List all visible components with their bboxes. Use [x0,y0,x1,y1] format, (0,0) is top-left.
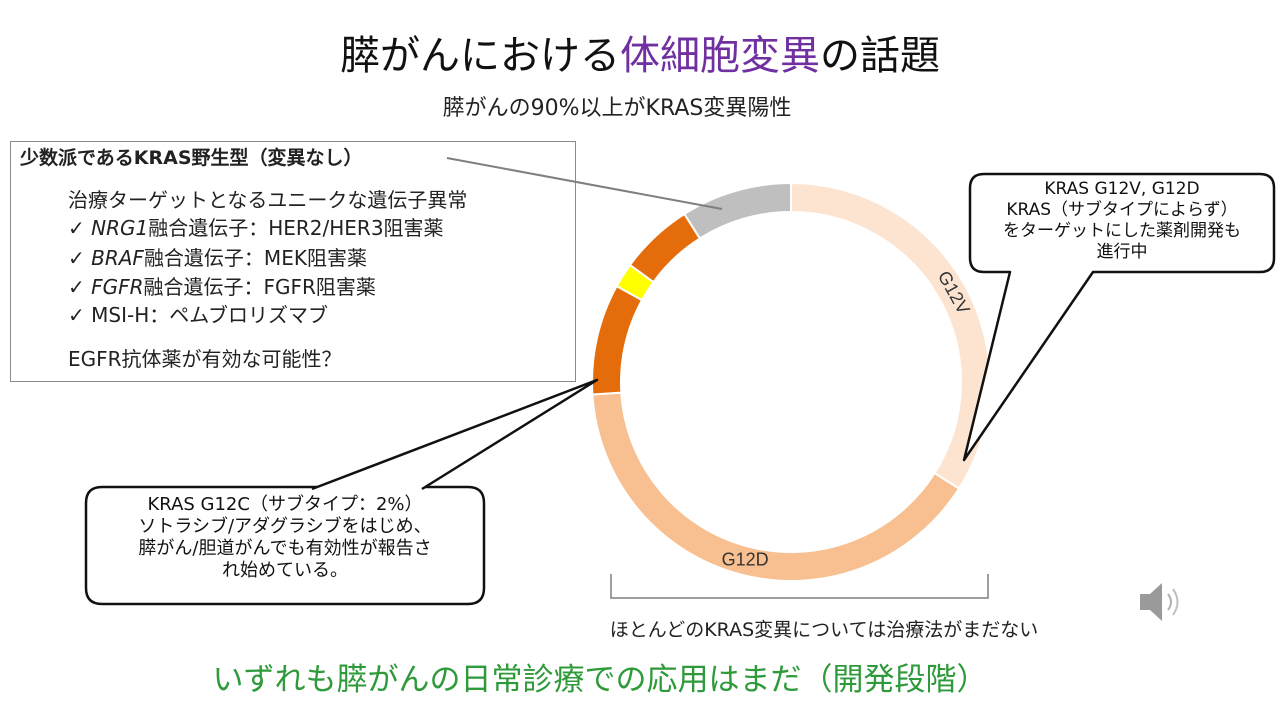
donut-label-g12d: G12D [722,549,769,569]
gene-name: NRG1 [91,216,149,240]
callout-line: KRAS G12C（サブタイプ：2%） [147,494,423,515]
wild-type-info-box [10,141,576,382]
check-icon: ✓ [68,303,85,327]
info-box-item: ✓ NRG1融合遺伝子：HER2/HER3阻害薬 [68,214,444,242]
check-icon: ✓ [68,216,85,240]
callout-line: 進行中 [1096,242,1148,262]
speaker-icon[interactable] [1140,583,1179,621]
callout-line: KRAS（サブタイプによらず） [1006,200,1238,220]
item-text: 融合遺伝子：HER2/HER3阻害薬 [148,216,444,240]
donut-segment-other-4 [628,212,702,284]
check-icon: ✓ [68,246,85,270]
info-box-item: ✓ BRAF融合遺伝子：MEK阻害薬 [68,244,367,272]
info-box-item: ✓ FGFR融合遺伝子：FGFR阻害薬 [68,273,376,301]
donut-segment-g12v-0 [790,181,991,491]
donut-segment-wild-type-5 [682,181,792,240]
donut-segments [591,181,991,582]
callout-line: KRAS G12V, G12D [1044,179,1200,199]
donut-segment-other-2 [591,284,644,396]
title-part2: の話題 [820,33,940,79]
item-text: 融合遺伝子：FGFR阻害薬 [143,275,376,299]
item-text: MSI-H：ペムブロリズマブ [91,303,329,327]
title-part1: 膵がんにおける [340,33,620,79]
right-callout-text: KRAS G12V, G12D KRAS（サブタイプによらず） をターゲットにし… [972,179,1272,263]
item-text: 融合遺伝子：MEK阻害薬 [143,246,367,270]
subtitle: 膵がんの90%以上がKRAS変異陽性 [442,96,792,121]
left-callout-tail [311,378,599,491]
check-icon: ✓ [68,275,85,299]
donut-segment-g12d-1 [591,391,961,582]
bottom-conclusion: いずれも膵がんの日常診療での応用はまだ（開発段階） [212,662,988,698]
callout-line: をターゲットにした薬剤開発も [1003,221,1241,241]
gene-name: BRAF [91,246,144,270]
callout-line: れ始めている。 [222,560,348,581]
left-callout-bubble [84,485,486,606]
callout-line: 膵がん/胆道がんでも有効性が報告さ [138,538,432,559]
title-highlight: 体細胞変異 [620,33,820,79]
info-box-footer: EGFR抗体薬が有効な可能性？ [68,347,342,371]
wild-type-pointer-line [446,157,723,210]
left-callout-text: KRAS G12C（サブタイプ：2%） ソトラシブ/アダグラシブをはじめ、 膵が… [90,494,480,582]
bracket-caption: ほとんどのKRAS変異については治療法がまだない [609,619,1039,641]
page-title: 膵がんにおける体細胞変異の話題 [0,28,1280,84]
info-box-heading: 少数派であるKRAS野生型（変異なし） [20,147,363,169]
bracket [610,574,989,599]
info-box-item: ✓ MSI-H：ペムブロリズマブ [68,301,328,329]
gene-name: FGFR [91,275,144,299]
info-box-intro: 治療ターゲットとなるユニークな遺伝子異常 [68,188,468,212]
callout-line: ソトラシブ/アダグラシブをはじめ、 [138,516,432,537]
right-callout-bubble [962,172,1276,462]
